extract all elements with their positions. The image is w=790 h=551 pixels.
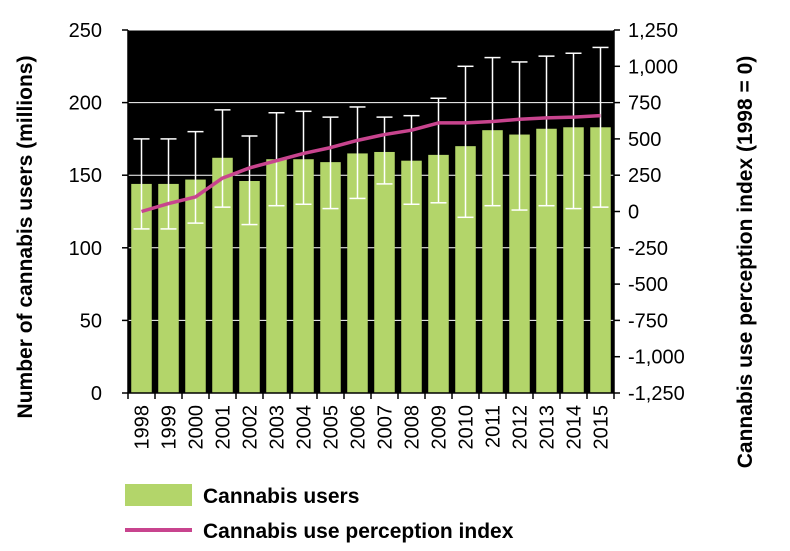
- right-tick-label: 0: [628, 202, 639, 224]
- x-tick-label-2002: 2002: [240, 405, 262, 450]
- gridlines: [128, 29, 614, 321]
- x-tick-label-2005: 2005: [321, 405, 343, 450]
- bar-2005: [320, 162, 341, 393]
- left-tick-label: 0: [91, 383, 102, 405]
- perception-line: [141, 113, 601, 214]
- bar-2006: [347, 153, 368, 393]
- x-axis-ticks: 1998 1999 2000 2001 2002 2003 2004 2005 2006 2007…: [127, 393, 615, 450]
- bar-2010: [455, 146, 476, 393]
- left-axis-title: Number of cannabis users (millions): [14, 56, 37, 419]
- right-tick-label: 500: [628, 129, 661, 151]
- bar-1999: [158, 183, 179, 393]
- right-tick-label: 750: [628, 93, 661, 115]
- bar-2002: [239, 181, 260, 393]
- bar-2008: [401, 160, 422, 393]
- right-axis-ticks: 1,250 1,000 750 500 250 0 -250 -500 -750 -1,000 -1…: [613, 20, 685, 405]
- perception-index-line: [141, 113, 601, 214]
- legend: Cannabis users Cannabis use perception i…: [125, 484, 514, 543]
- plot-area-background: [128, 30, 614, 393]
- x-tick-label-2003: 2003: [267, 405, 289, 450]
- x-tick-label-2006: 2006: [348, 405, 370, 450]
- right-tick-label: -1,000: [628, 347, 685, 369]
- x-tick-label-2000: 2000: [186, 405, 208, 450]
- left-tick-label: 250: [69, 20, 102, 42]
- x-tick-label-2009: 2009: [429, 405, 451, 450]
- right-tick-label: 1,000: [628, 56, 678, 78]
- right-tick-label: -500: [628, 274, 668, 296]
- legend-swatch-cannabis-users: [125, 484, 192, 506]
- right-tick-label: -250: [628, 238, 668, 260]
- x-tick-label-2013: 2013: [537, 405, 559, 450]
- right-tick-label: 250: [628, 165, 661, 187]
- bar-2000: [185, 179, 206, 393]
- bar-2004: [293, 159, 314, 393]
- x-tick-label-2004: 2004: [294, 405, 316, 450]
- x-tick-label-2001: 2001: [213, 405, 235, 450]
- left-tick-label: 50: [80, 310, 102, 332]
- bar-2003: [266, 159, 287, 393]
- left-axis-ticks: 0 50 100 150 200 250: [69, 20, 129, 405]
- right-axis-title: Cannabis use perception index (1998 = 0): [734, 56, 757, 469]
- x-tick-label-2015: 2015: [591, 405, 613, 450]
- x-tick-label-2008: 2008: [402, 405, 424, 450]
- legend-label-perception-index: Cannabis use perception index: [203, 520, 514, 543]
- legend-label-cannabis-users: Cannabis users: [203, 485, 359, 508]
- bar-2012: [509, 134, 530, 393]
- left-tick-label: 100: [69, 238, 102, 260]
- right-tick-label: -1,250: [628, 383, 685, 405]
- bar-1998: [131, 183, 152, 393]
- bar-2009: [428, 154, 449, 393]
- right-tick-label: 1,250: [628, 20, 678, 42]
- x-tick-label-2011: 2011: [483, 405, 505, 448]
- left-tick-label: 150: [69, 165, 102, 187]
- x-tick-label-1999: 1999: [159, 405, 181, 450]
- x-tick-label-1998: 1998: [132, 405, 154, 450]
- x-tick-label-2010: 2010: [456, 405, 478, 450]
- bar-2015: [590, 127, 611, 393]
- bar-2001: [212, 157, 233, 393]
- bar-2013: [536, 128, 557, 393]
- bar-2011: [482, 130, 503, 394]
- x-tick-label-2012: 2012: [510, 405, 532, 450]
- left-tick-label: 200: [69, 93, 102, 115]
- right-tick-label: -750: [628, 310, 668, 332]
- bar-2014: [563, 127, 584, 393]
- x-tick-label-2007: 2007: [375, 405, 397, 450]
- x-tick-label-2014: 2014: [564, 405, 586, 450]
- bar-2007: [374, 151, 395, 393]
- bars: [131, 127, 611, 394]
